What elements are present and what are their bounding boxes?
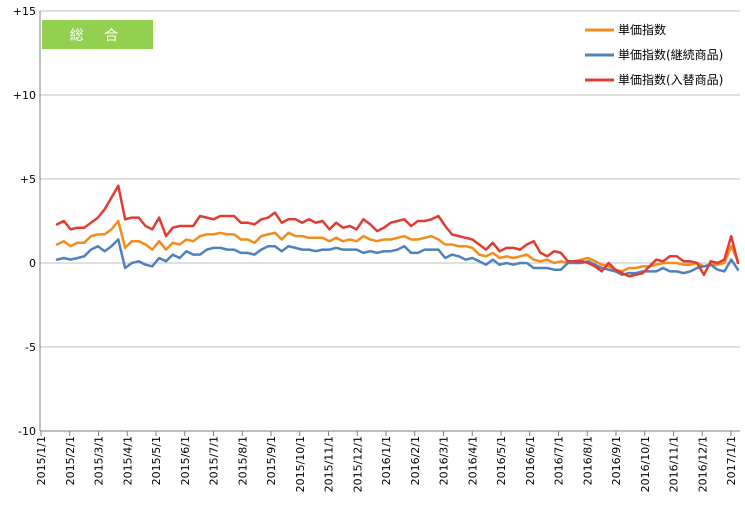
x-tick-label: 2015/3/1 (93, 436, 106, 485)
x-tick-label: 2016/10/1 (639, 436, 652, 492)
x-tick-label: 2016/7/1 (553, 436, 566, 485)
x-tick-label: 2015/7/1 (208, 436, 221, 485)
x-tick-label: 2015/4/1 (121, 436, 134, 485)
x-tick-label: 2015/5/1 (150, 436, 163, 485)
x-tick-label: 2015/10/1 (294, 436, 307, 492)
x-tick-label: 2016/1/1 (380, 436, 393, 485)
chart-badge: 総 合 (42, 20, 153, 49)
x-tick-label: 2016/4/1 (466, 436, 479, 485)
badge-background (42, 20, 153, 49)
x-tick-label: 2016/3/1 (438, 436, 451, 485)
x-tick-label: 2016/5/1 (495, 436, 508, 485)
x-tick-label: 2017/1/1 (725, 436, 738, 485)
badge-label: 総 合 (70, 28, 126, 44)
legend-entry-2: 単価指数(継続商品) (618, 47, 723, 62)
series-line-3 (55, 184, 740, 278)
y-tick-label: +10 (13, 89, 36, 102)
legend-entry-1: 単価指数 (618, 22, 666, 37)
y-tick-label: 0 (29, 257, 36, 270)
series-line-2 (55, 238, 740, 277)
series-lines (55, 184, 740, 278)
x-axis: 2015/1/1 2015/2/1 2015/3/1 2015/4/1 2015/5/1… (35, 430, 740, 492)
y-tick-label: +5 (20, 173, 36, 186)
x-tick-label: 2015/9/1 (265, 436, 278, 485)
x-tick-label: 2015/2/1 (64, 436, 77, 485)
x-tick-label: 2016/9/1 (610, 436, 623, 485)
y-tick-label: -10 (18, 425, 36, 438)
y-tick-label: -5 (25, 341, 36, 354)
x-tick-label: 2015/8/1 (236, 436, 249, 485)
legend-entry-3: 単価指数(入替商品) (618, 72, 723, 87)
x-tick-label: 2015/1/1 (35, 436, 48, 485)
x-tick-label: 2015/6/1 (179, 436, 192, 485)
x-tick-label: 2016/12/1 (696, 436, 709, 492)
y-tick-label: +15 (13, 5, 36, 18)
y-axis: +15 +10 +5 0 -5 -10 (13, 5, 41, 438)
x-tick-label: 2016/11/1 (668, 436, 681, 492)
x-tick-label: 2016/2/1 (409, 436, 422, 485)
x-tick-label: 2015/12/1 (351, 436, 364, 492)
series-line-1 (55, 219, 740, 273)
x-tick-label: 2016/6/1 (524, 436, 537, 485)
x-tick-label: 2016/8/1 (581, 436, 594, 485)
x-tick-label: 2015/11/1 (323, 436, 336, 492)
